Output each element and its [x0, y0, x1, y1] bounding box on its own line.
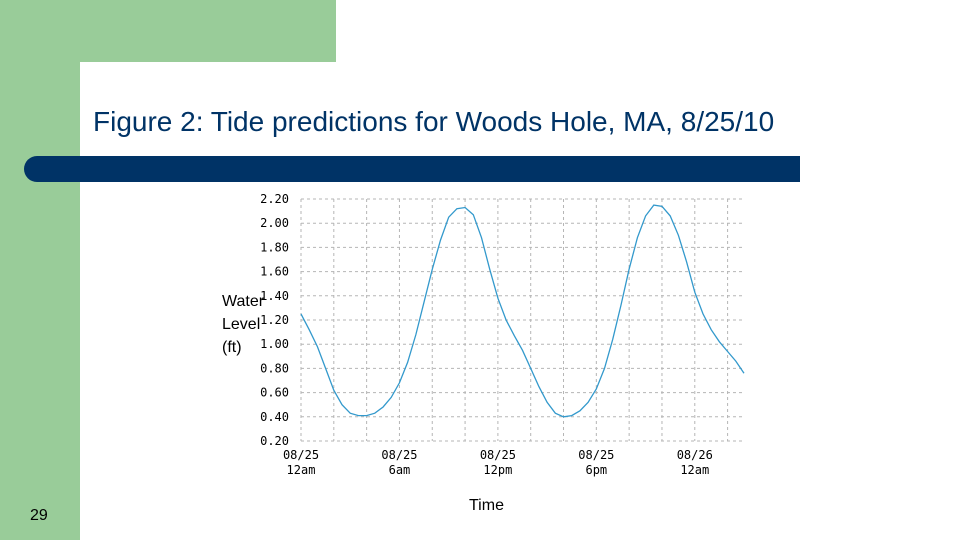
- tide-chart-svg: 2.20 2.00 1.80 1.60 1.40 1.20 1.00 0.80 0.60 0.40…: [260, 192, 745, 477]
- x-tick-time-label: 12pm: [483, 463, 512, 477]
- y-axis-label-line-2: Level: [222, 316, 261, 333]
- x-tick-date-label: 08/25: [480, 448, 516, 462]
- page-number: 29: [30, 507, 48, 524]
- y-tick-label: 1.20: [260, 313, 289, 327]
- y-tick-label: 1.80: [260, 240, 289, 254]
- y-tick-label: 1.60: [260, 265, 289, 279]
- x-tick-time-label: 6am: [389, 463, 411, 477]
- title-underline-bar: [24, 156, 800, 182]
- y-tick-label: 1.00: [260, 337, 289, 351]
- y-tick-label: 0.20: [260, 434, 289, 448]
- y-axis-label-line-1: Water: [222, 293, 265, 310]
- tide-chart: 2.20 2.00 1.80 1.60 1.40 1.20 1.00 0.80 0.60 0.40…: [212, 190, 750, 480]
- tide-series-line: [300, 204, 745, 418]
- x-tick-time-label: 12am: [287, 463, 316, 477]
- x-tick-date-label: 08/26: [677, 448, 713, 462]
- y-tick-label: 2.00: [260, 216, 289, 230]
- accent-top-band: [0, 0, 336, 62]
- x-tick-time-label: 12am: [680, 463, 709, 477]
- accent-sidebar: [0, 0, 80, 540]
- y-tick-label: 0.80: [260, 361, 289, 375]
- y-tick-label: 1.40: [260, 289, 289, 303]
- x-tick-date-label: 08/25: [283, 448, 319, 462]
- y-tick-label: 2.20: [260, 192, 289, 206]
- y-tick-label: 0.40: [260, 410, 289, 424]
- x-axis-label: Time: [469, 497, 504, 514]
- x-tick-time-label: 6pm: [585, 463, 607, 477]
- x-tick-date-label: 08/25: [381, 448, 417, 462]
- y-axis-label-line-3: (ft): [222, 339, 242, 356]
- slide-title: Figure 2: Tide predictions for Woods Hol…: [93, 106, 775, 137]
- x-tick-date-label: 08/25: [578, 448, 614, 462]
- y-tick-label: 0.60: [260, 386, 289, 400]
